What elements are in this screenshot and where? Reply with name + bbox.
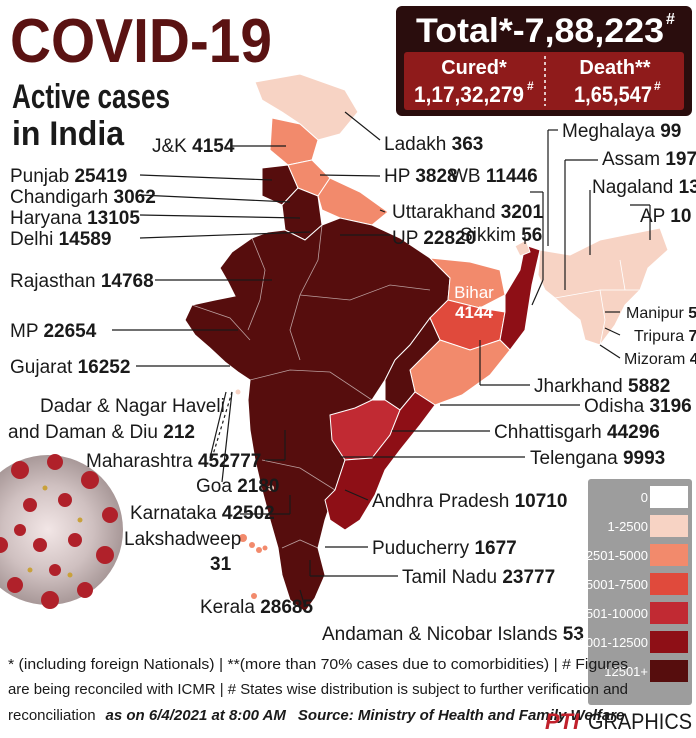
label-hp: HP 3828 — [384, 166, 458, 187]
death-mark: # — [654, 79, 661, 93]
label-up: UP 22820 — [392, 228, 476, 249]
label-chhattisgarh: Chhattisgarh 44296 — [494, 422, 660, 443]
footnote-line2: are being reconciled with ICMR | # State… — [8, 681, 628, 698]
legend-swatch — [650, 515, 688, 537]
total-mark: # — [666, 11, 675, 28]
legend-swatch — [650, 602, 688, 624]
label-andaman: Andaman & Nicobar Islands 53 — [322, 624, 584, 645]
label-telengana: Telengana 9993 — [530, 448, 665, 469]
label-karnataka: Karnataka 42502 — [130, 503, 275, 524]
subtitle-line1: Active cases — [12, 78, 170, 116]
legend-label: 12501+ — [604, 664, 648, 679]
legend-label: 10001-12500 — [571, 635, 648, 650]
title: COVID-19 — [10, 7, 272, 76]
legend-label: 1-2500 — [608, 519, 648, 534]
credit-pti: PTI — [545, 709, 580, 734]
label-dnh-line2: and Daman & Diu 212 — [8, 422, 195, 443]
label-mp: MP 22654 — [10, 321, 97, 342]
region-chhattisgarh — [384, 317, 441, 411]
label-kerala: Kerala 28685 — [200, 597, 313, 618]
label-maharashtra: Maharashtra 452777 — [86, 451, 261, 472]
label-lakshadweep-name: Lakshadweep — [124, 529, 241, 550]
legend-swatch — [650, 631, 688, 653]
label-dnh-line1: Dadar & Nagar Haveli — [40, 396, 225, 417]
label-odisha: Odisha 3196 — [584, 396, 692, 417]
death-value: 1,65,547 — [574, 82, 652, 107]
label-mizoram: Mizoram 45 — [624, 351, 696, 368]
india-map — [184, 73, 669, 613]
label-tripura: Tripura 71 — [634, 328, 696, 345]
legend-label: 0 — [641, 490, 648, 505]
label-puducherry: Puducherry 1677 — [372, 538, 517, 559]
label-lakshadweep-value: 31 — [210, 554, 232, 575]
legend-label: 7501-10000 — [579, 606, 648, 621]
label-uttarakhand: Uttarakhand 3201 — [392, 202, 543, 223]
label-jharkhand: Jharkhand 5882 — [534, 376, 670, 397]
cured-value: 1,17,32,279 — [414, 82, 524, 107]
region-wb — [499, 244, 541, 351]
legend: 0 1-2500 2501-5000 5001-7500 7501-10000 10001… — [571, 479, 692, 705]
label-sikkim: Sikkim 56 — [460, 225, 542, 246]
total-label: Total*-7,88,223 — [416, 12, 664, 50]
label-nagaland: Nagaland 135 — [592, 177, 696, 198]
credit-logo: PTI GRAPHICS — [545, 709, 692, 734]
region-andhra — [324, 391, 436, 531]
legend-swatch — [650, 660, 688, 682]
region-bihar — [428, 257, 506, 309]
label-bihar-value: 4144 — [455, 303, 493, 322]
legend-swatch — [650, 573, 688, 595]
label-meghalaya: Meghalaya 99 — [562, 121, 681, 142]
label-haryana: Haryana 13105 — [10, 208, 140, 229]
label-gujarat: Gujarat 16252 — [10, 357, 130, 378]
cured-label: Cured* — [441, 57, 507, 79]
label-punjab: Punjab 25419 — [10, 166, 127, 187]
footnotes: * (including foreign Nationals) | **(mor… — [8, 656, 628, 724]
label-assam: Assam 1974 — [602, 149, 696, 170]
label-chandigarh: Chandigarh 3062 — [10, 187, 156, 208]
region-northeast — [537, 227, 669, 346]
label-goa: Goa 2180 — [196, 476, 279, 497]
credit-graphics: GRAPHICS — [588, 709, 692, 734]
label-rajasthan: Rajasthan 14768 — [10, 271, 154, 292]
legend-swatch — [650, 544, 688, 566]
label-ladakh: Ladakh 363 — [384, 134, 483, 155]
virus-illustration — [0, 454, 123, 609]
label-delhi: Delhi 14589 — [10, 229, 111, 250]
label-andhra: Andhra Pradesh 10710 — [372, 491, 567, 512]
legend-swatch — [650, 486, 688, 508]
label-bihar-name: Bihar — [454, 283, 494, 302]
label-wb: WB 11446 — [450, 166, 538, 187]
region-uttarakhand — [317, 177, 389, 226]
subtitle-line2: in India — [12, 115, 125, 153]
label-ap: AP 10 — [640, 206, 691, 227]
label-jk: J&K 4154 — [152, 136, 235, 157]
region-ladakh — [254, 73, 359, 141]
footnote-line3: reconciliation as on 6/4/2021 at 8:00 AM S… — [8, 707, 624, 724]
region-labels: J&K 4154 Ladakh 363 Punjab 25419 HP 3828… — [8, 121, 696, 645]
legend-label: 5001-7500 — [586, 577, 648, 592]
death-label: Death** — [579, 57, 650, 79]
label-tamil-nadu: Tamil Nadu 23777 — [402, 567, 555, 588]
cured-mark: # — [527, 79, 534, 93]
leader-lines — [112, 111, 651, 608]
label-manipur: Manipur 57 — [626, 305, 696, 322]
footnote-line1: * (including foreign Nationals) | **(mor… — [8, 656, 628, 673]
region-sikkim — [514, 239, 531, 257]
legend-label: 2501-5000 — [586, 548, 648, 563]
summary-banner: Total*-7,88,223 # Cured* 1,17,32,279 # D… — [396, 6, 692, 116]
